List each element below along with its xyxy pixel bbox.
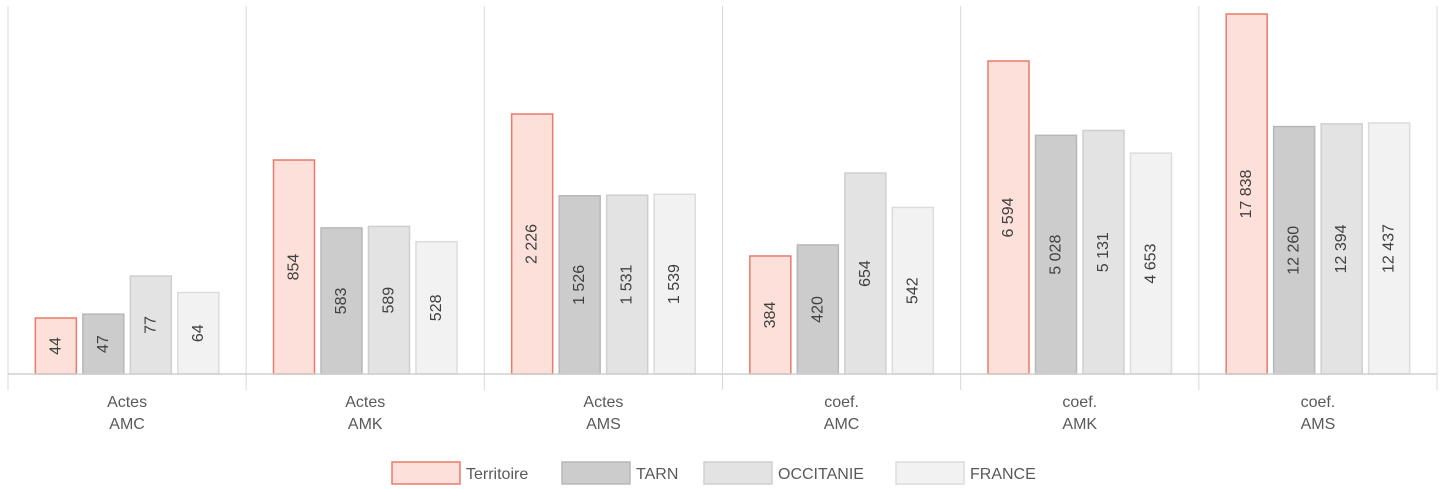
category-tick-label: Actes: [107, 394, 147, 411]
category-tick-label: Actes: [583, 394, 623, 411]
category-tick-label: AMK: [1062, 416, 1097, 433]
bar-occitanie-2: [605, 194, 649, 375]
bar-data-label: 528: [428, 294, 445, 321]
bar-france-2: [653, 193, 696, 375]
bar-occitanie-5: [1320, 123, 1363, 375]
bar-data-label: 6 594: [1000, 197, 1017, 237]
bar-labels-group: 44 47 77 64 854 583 589 528 2 226 1 526 1 531 1 539…: [47, 169, 1397, 354]
bar-data-label: 2 226: [524, 224, 541, 264]
bar-data-label: 1 539: [666, 264, 683, 304]
x-axis-tick-labels: Actes AMC Actes AMK Actes AMS coef. AMC coef. AMK…: [107, 394, 1335, 433]
category-tick-label: Actes: [345, 394, 385, 411]
bar-data-label: 420: [809, 296, 826, 323]
bar-territoire-3: [749, 255, 792, 375]
bar-france-3: [891, 206, 935, 375]
category-tick-label: AMC: [824, 416, 860, 433]
bar-data-label: 47: [95, 335, 112, 353]
category-tick-label: AMC: [109, 416, 145, 433]
legend-label-occitanie: OCCITANIE: [778, 466, 864, 483]
bar-data-label: 12 437: [1381, 224, 1398, 273]
bar-data-label: 12 394: [1333, 224, 1350, 273]
bar-data-label: 1 531: [619, 264, 636, 304]
category-separators: [7, 6, 1438, 390]
bar-territoire-4: [987, 60, 1030, 375]
category-tick-label: AMK: [348, 416, 383, 433]
bars-group: [34, 13, 1411, 375]
legend-label-france: FRANCE: [970, 466, 1036, 483]
category-tick-label: AMS: [1301, 416, 1336, 433]
bar-data-label: 1 526: [571, 265, 588, 305]
bar-occitanie-0: [129, 275, 173, 375]
bar-tarn-4: [1034, 134, 1078, 375]
bar-data-label: 12 260: [1286, 226, 1303, 275]
bar-territoire-1: [272, 159, 316, 375]
bar-data-label: 5 131: [1095, 232, 1112, 272]
bar-data-label: 589: [381, 287, 398, 314]
bar-data-label: 44: [47, 337, 64, 355]
bar-occitanie-4: [1082, 129, 1125, 375]
legend-swatch-tarn: [561, 461, 631, 485]
bar-data-label: 77: [142, 316, 159, 334]
bar-tarn-3: [796, 244, 840, 375]
bar-data-label: 583: [333, 288, 350, 315]
bar-occitanie-1: [367, 225, 411, 375]
category-tick-label: AMS: [586, 416, 621, 433]
bar-data-label: 17 838: [1238, 169, 1255, 218]
bar-territoire-5: [1225, 13, 1268, 375]
bar-data-label: 542: [904, 277, 921, 304]
category-tick-label: coef.: [824, 394, 859, 411]
legend-label-territoire: Territoire: [466, 466, 528, 483]
bar-france-1: [415, 240, 458, 375]
bar-data-label: 4 653: [1143, 243, 1160, 283]
legend-label-tarn: TARN: [636, 466, 678, 483]
category-tick-label: coef.: [1062, 394, 1097, 411]
bar-tarn-2: [558, 195, 601, 375]
bar-occitanie-3: [844, 172, 887, 375]
bar-tarn-0: [82, 313, 125, 375]
legend-swatch-france: [895, 461, 965, 485]
legend: Territoire TARN OCCITANIE FRANCE: [391, 461, 1036, 485]
legend-swatch-territoire: [391, 461, 461, 485]
bar-tarn-1: [320, 227, 363, 375]
bar-data-label: 384: [762, 302, 779, 329]
legend-swatch-occitanie: [703, 461, 773, 485]
bar-data-label: 5 028: [1048, 235, 1065, 275]
bar-data-label: 654: [857, 260, 874, 287]
bar-data-label: 64: [190, 324, 207, 342]
bar-data-label: 854: [286, 254, 303, 281]
category-tick-label: coef.: [1301, 394, 1336, 411]
